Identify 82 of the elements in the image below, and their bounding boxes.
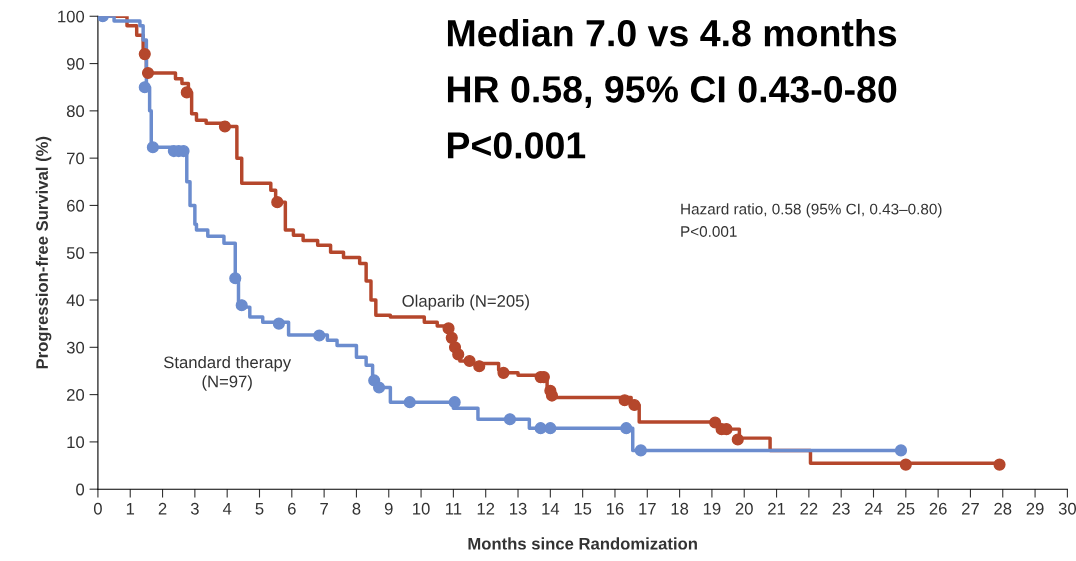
y-tick-label: 70 bbox=[67, 152, 85, 165]
x-tick-label: 16 bbox=[606, 502, 624, 515]
x-tick-label: 8 bbox=[352, 502, 361, 515]
x-tick-label: 6 bbox=[288, 502, 296, 515]
point bbox=[473, 360, 486, 373]
x-tick-label: 21 bbox=[768, 502, 786, 515]
x-tick-label: 18 bbox=[671, 502, 689, 515]
point bbox=[448, 396, 461, 409]
x-tick-label: 19 bbox=[703, 502, 721, 515]
point bbox=[545, 389, 559, 402]
point bbox=[442, 322, 455, 335]
x-tick-label: 29 bbox=[1026, 502, 1044, 515]
x-tick-label: 30 bbox=[1058, 502, 1076, 515]
y-tick-label: 90 bbox=[66, 57, 85, 70]
x-tick-label: 25 bbox=[897, 502, 915, 515]
y-tick-label: 30 bbox=[66, 341, 85, 354]
point bbox=[463, 354, 476, 368]
x-tick-label: 0 bbox=[93, 502, 102, 515]
x-tick-label: 10 bbox=[413, 502, 430, 515]
y-tick-label: 20 bbox=[67, 389, 85, 401]
annotation: Hazard ratio, 0.58 (95% CI, 0.43–0.80) bbox=[681, 203, 942, 218]
y-axis-title: Progression-free Survival (%) bbox=[35, 136, 52, 369]
y-tick-label: 10 bbox=[67, 436, 85, 449]
series-label: Standard therapy (N=97) bbox=[164, 355, 292, 391]
point bbox=[271, 196, 284, 209]
series-label: Olaparib (N=205) bbox=[402, 294, 529, 311]
x-tick-label: 12 bbox=[477, 502, 495, 515]
point bbox=[503, 413, 517, 426]
x-tick-label: 27 bbox=[962, 502, 979, 515]
x-tick-label: 7 bbox=[320, 503, 328, 515]
x-tick-label: 3 bbox=[190, 502, 199, 515]
y-tick-label: 100 bbox=[58, 10, 85, 23]
x-tick-label: 22 bbox=[800, 502, 818, 515]
point bbox=[620, 422, 633, 435]
x-axis-title: Months since Randomization bbox=[468, 537, 697, 550]
point bbox=[146, 141, 159, 154]
point bbox=[403, 396, 416, 409]
x-tick-label: 20 bbox=[735, 502, 753, 515]
point bbox=[445, 331, 458, 344]
annotation: P<0.001 bbox=[447, 132, 586, 159]
x-tick-label: 17 bbox=[639, 503, 656, 515]
x-tick-label: 15 bbox=[574, 503, 592, 515]
point bbox=[497, 366, 510, 379]
point bbox=[894, 444, 908, 457]
point bbox=[218, 120, 231, 133]
point bbox=[272, 317, 285, 330]
point bbox=[141, 66, 155, 80]
point bbox=[618, 394, 631, 407]
point bbox=[452, 348, 465, 361]
y-tick-label: 60 bbox=[67, 199, 85, 212]
x-tick-label: 24 bbox=[865, 502, 883, 515]
y-tick-label: 0 bbox=[76, 483, 85, 496]
point bbox=[313, 329, 326, 342]
annotation: Median 7.0 vs 4.8 months bbox=[447, 18, 897, 47]
point bbox=[138, 48, 151, 61]
point bbox=[235, 299, 248, 312]
y-tick-label: 40 bbox=[66, 294, 85, 307]
x-tick-label: 11 bbox=[446, 503, 462, 515]
x-tick-label: 28 bbox=[994, 502, 1012, 515]
point bbox=[229, 272, 242, 285]
x-tick-label: 9 bbox=[384, 502, 393, 515]
point bbox=[731, 433, 744, 446]
point bbox=[634, 444, 647, 457]
annotation: HR 0.58, 95% CI 0.43-0-80 bbox=[447, 76, 897, 109]
point bbox=[544, 422, 557, 435]
x-tick-label: 4 bbox=[222, 503, 232, 515]
x-tick-label: 23 bbox=[832, 502, 850, 515]
x-tick-label: 14 bbox=[542, 503, 560, 515]
x-tick-label: 26 bbox=[929, 502, 947, 515]
point bbox=[372, 381, 386, 394]
point bbox=[138, 81, 151, 94]
point bbox=[899, 458, 912, 471]
x-tick-label: 13 bbox=[510, 502, 527, 515]
x-tick-label: 5 bbox=[255, 503, 264, 515]
y-tick-label: 80 bbox=[66, 105, 85, 118]
point bbox=[180, 86, 193, 99]
point bbox=[993, 458, 1006, 471]
x-tick-label: 2 bbox=[158, 502, 167, 515]
point bbox=[628, 398, 641, 412]
x-tick-label: 1 bbox=[126, 503, 135, 515]
annotation: P<0.001 bbox=[681, 226, 737, 237]
y-tick-label: 50 bbox=[66, 247, 85, 259]
